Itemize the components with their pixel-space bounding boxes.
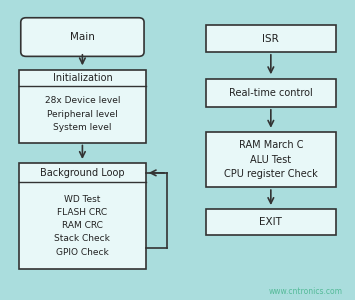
FancyBboxPatch shape [206,25,336,52]
Text: WD Test
FLASH CRC
RAM CRC
Stack Check
GPIO Check: WD Test FLASH CRC RAM CRC Stack Check GP… [54,195,110,256]
Text: Real-time control: Real-time control [229,88,313,98]
Text: www.cntronics.com: www.cntronics.com [269,286,343,296]
FancyBboxPatch shape [206,209,336,235]
Text: Main: Main [70,32,95,42]
FancyBboxPatch shape [19,70,146,142]
Text: Background Loop: Background Loop [40,168,125,178]
Text: EXIT: EXIT [260,217,282,227]
FancyBboxPatch shape [19,164,146,269]
FancyBboxPatch shape [21,18,144,56]
FancyBboxPatch shape [206,132,336,187]
Text: Initialization: Initialization [53,73,112,83]
Text: RAM March C
ALU Test
CPU register Check: RAM March C ALU Test CPU register Check [224,140,318,179]
Text: 28x Device level
Peripheral level
System level: 28x Device level Peripheral level System… [45,97,120,132]
FancyBboxPatch shape [206,79,336,107]
Text: ISR: ISR [262,34,279,44]
